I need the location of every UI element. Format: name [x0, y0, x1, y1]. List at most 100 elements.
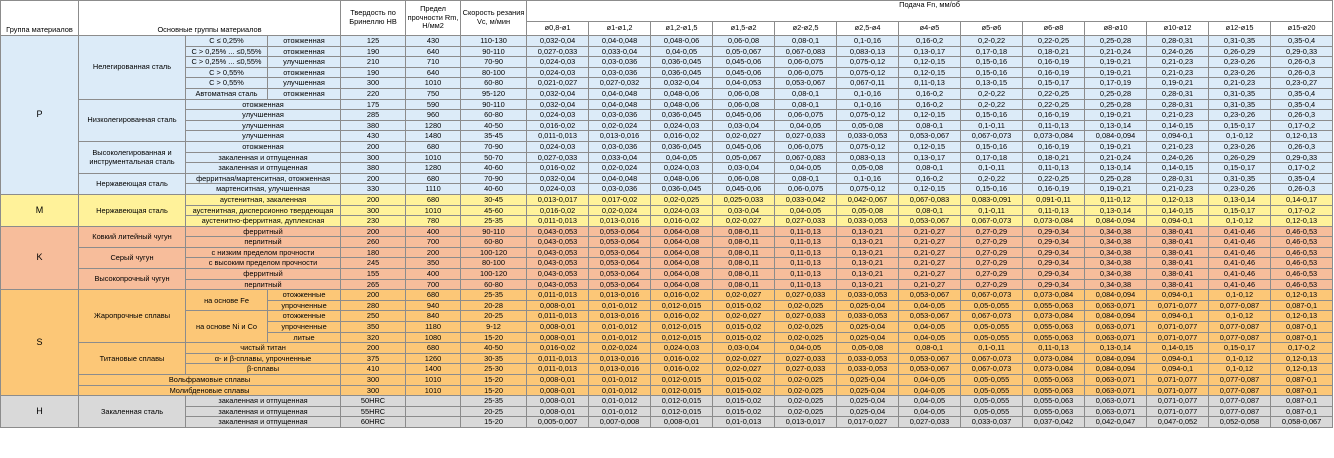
feed-value: 0,036-0,045	[650, 56, 714, 68]
feed-value: 0,05-0,055	[960, 384, 1024, 397]
strength: 1280	[405, 162, 462, 174]
feed-value: 0,11-0,13	[774, 257, 838, 270]
feed-value: 0,26-0,29	[1208, 151, 1272, 164]
feed-value: 0,1-0,16	[836, 172, 900, 185]
feed-value: 0,1-0,11	[960, 204, 1024, 217]
feed-value: 0,055-0,063	[1022, 331, 1086, 344]
feed-value: 0,29-0,34	[1022, 268, 1086, 280]
feed-value: 0,05-0,055	[960, 299, 1024, 312]
feed-value: 0,04-0,05	[774, 342, 838, 354]
table-row: C > 0,55% отожженная 190 640 80-100 0,024-0,0…	[0, 66, 1334, 79]
feed-value: 0,052-0,058	[1208, 416, 1272, 428]
feed-value: 0,05-0,08	[836, 204, 900, 217]
feed-value: 0,22-0,25	[1022, 98, 1086, 111]
feed-value: 0,025-0,04	[836, 321, 900, 333]
feed-value: 0,15-0,16	[960, 140, 1024, 153]
cutting-speed: 20-25	[460, 310, 528, 323]
feed-value: 0,27-0,29	[960, 278, 1024, 291]
cutting-speed: 40-50	[460, 119, 528, 132]
strength: 780	[405, 215, 462, 227]
feed-value: 0,41-0,46	[1208, 225, 1272, 238]
feed-value: 0,063-0,071	[1084, 331, 1148, 344]
feed-value: 0,036-0,045	[650, 183, 714, 195]
cutting-speed: 50-70	[460, 151, 528, 164]
cutting-speed: 80-100	[460, 66, 528, 79]
feed-value: 0,011-0,013	[526, 289, 590, 301]
feed-value: 0,047-0,052	[1146, 416, 1210, 428]
feed-value: 0,03-0,04	[712, 204, 776, 217]
feed-value: 0,38-0,41	[1146, 278, 1210, 291]
diameter-header: ø4-ø5	[898, 21, 962, 36]
feed-value: 0,06-0,08	[712, 98, 776, 111]
feed-value: 0,38-0,41	[1146, 225, 1210, 238]
feed-value: 0,04-0,05	[650, 151, 714, 164]
table-row: α- и β-сплавы, упрочненные 375 1260 30-35 0,…	[0, 352, 1334, 365]
feed-value: 0,12-0,15	[898, 183, 962, 195]
header-row: Группа материалов Основные группы матери…	[0, 0, 1334, 36]
material-state: отожженная	[184, 98, 342, 111]
feed-value: 0,01-0,013	[712, 416, 776, 428]
feed-value: 0,075-0,12	[836, 140, 900, 153]
feed-value: 0,03-0,04	[712, 342, 776, 354]
cutting-speed: 60-80	[460, 278, 528, 291]
feed-value: 0,2-0,22	[960, 172, 1024, 185]
feed-value: 0,073-0,084	[1022, 215, 1086, 227]
feed-value: 0,11-0,12	[1084, 193, 1148, 206]
strength: 400	[405, 225, 462, 238]
material-state: улучшенная	[184, 109, 342, 121]
feed-value: 0,01-0,012	[588, 405, 652, 418]
feed-value: 0,02-0,027	[712, 363, 776, 375]
feed-value: 0,013-0,016	[588, 363, 652, 375]
table-row: перлитный 260 700 60-80 0,043-0,053 0,053-0,0…	[0, 236, 1334, 248]
feed-value: 0,077-0,087	[1208, 299, 1272, 312]
feed-value: 0,016-0,02	[650, 352, 714, 365]
strength: 680	[405, 140, 462, 153]
feed-value: 0,23-0,26	[1208, 56, 1272, 68]
feed-value: 0,15-0,16	[960, 56, 1024, 68]
feed-value: 0,013-0,016	[588, 352, 652, 365]
feed-value: 0,05-0,055	[960, 405, 1024, 418]
feed-value: 0,087-0,1	[1270, 384, 1334, 397]
hardness: 50HRC	[340, 395, 407, 407]
feed-value: 0,055-0,063	[1022, 321, 1086, 333]
feed-value: 0,012-0,015	[650, 374, 714, 386]
feed-value: 0,015-0,02	[712, 374, 776, 386]
feed-value: 0,08-0,1	[898, 342, 962, 354]
feed-value: 0,08-0,11	[712, 236, 776, 248]
feed-value: 0,067-0,073	[960, 363, 1024, 375]
feed-value: 0,13-0,14	[1084, 119, 1148, 132]
table-row: Высоколегированная и инструментальная ст…	[0, 140, 1334, 174]
feed-value: 0,41-0,46	[1208, 278, 1272, 291]
feed-value: 0,06-0,075	[774, 56, 838, 68]
feed-value: 0,013-0,017	[774, 416, 838, 428]
material-subgroup: C > 0,25% ... ≤0,55%	[185, 56, 268, 68]
material-state: с высоким пределом прочности	[184, 257, 342, 270]
feed-value: 0,21-0,27	[898, 257, 962, 270]
feed-value: 0,06-0,08	[712, 87, 776, 100]
feed-value: 0,03-0,04	[712, 119, 776, 132]
feed-value: 0,21-0,27	[898, 278, 962, 291]
feed-value: 0,15-0,17	[1208, 162, 1272, 174]
feed-value: 0,02-0,027	[712, 352, 776, 365]
table-row: S Жаропрочные сплавы на основе Fe отожженны…	[0, 289, 1334, 397]
feed-value: 0,14-0,15	[1146, 204, 1210, 217]
hardness: 285	[340, 109, 407, 121]
feed-value: 0,036-0,045	[650, 109, 714, 121]
feed-value: 0,13-0,17	[898, 45, 962, 58]
feed-value: 0,28-0,31	[1146, 35, 1210, 47]
material-subgroup: на основе Fe	[185, 289, 268, 312]
table-row: Нержавеющая сталь ферритная/мартенситная,…	[0, 172, 1334, 195]
strength: 640	[405, 45, 462, 58]
feed-value: 0,18-0,21	[1022, 45, 1086, 58]
feed-value: 0,12-0,13	[1270, 215, 1334, 227]
feed-value: 0,025-0,04	[836, 395, 900, 407]
feed-value: 0,053-0,067	[898, 215, 962, 227]
strength	[405, 416, 462, 428]
feed-value: 0,08-0,11	[712, 225, 776, 238]
hardness: 430	[340, 130, 407, 142]
feed-value: 0,08-0,1	[774, 98, 838, 111]
table-row: Серый чугун с низким пределом прочности 18…	[0, 246, 1334, 270]
feed-value: 0,033-0,053	[836, 215, 900, 227]
feed-value: 0,21-0,24	[1084, 151, 1148, 164]
feed-value: 0,01-0,012	[588, 395, 652, 407]
